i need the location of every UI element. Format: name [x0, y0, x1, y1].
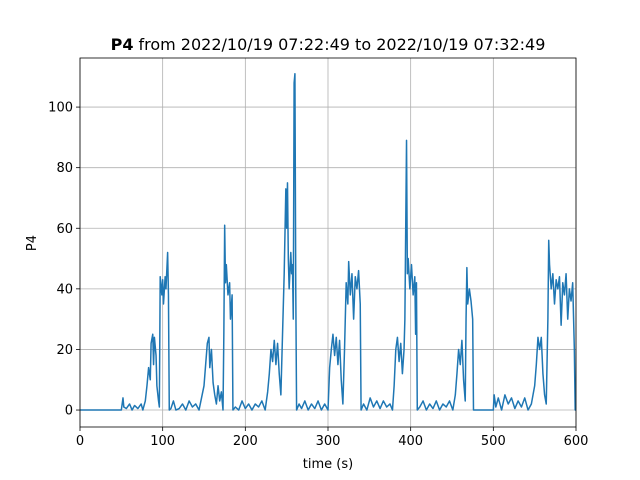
- plot-layer: [80, 73, 576, 411]
- x-tick-label: 500: [481, 434, 506, 449]
- title-bold: P4: [111, 35, 134, 54]
- x-tick-label: 600: [564, 434, 589, 449]
- x-tick-label: 0: [76, 434, 84, 449]
- x-tick-label: 400: [398, 434, 423, 449]
- y-axis-label: P4: [25, 235, 40, 251]
- title-rest: from 2022/10/19 07:22:49 to 2022/10/19 0…: [138, 35, 545, 54]
- data-line: [80, 73, 576, 411]
- x-axis-label: time (s): [303, 457, 353, 472]
- y-tick-label: 80: [56, 161, 73, 176]
- y-tick-label: 20: [56, 343, 73, 358]
- x-tick-label: 200: [233, 434, 258, 449]
- y-tick-label: 60: [56, 222, 73, 237]
- y-tick-label: 100: [48, 101, 73, 116]
- y-tick-label: 0: [65, 404, 73, 419]
- grid-layer: [79, 58, 577, 427]
- x-tick-label: 100: [150, 434, 175, 449]
- x-tick-label: 300: [316, 434, 341, 449]
- y-tick-label: 40: [56, 282, 73, 297]
- chart-title: P4 from 2022/10/19 07:22:49 to 2022/10/19…: [111, 35, 546, 54]
